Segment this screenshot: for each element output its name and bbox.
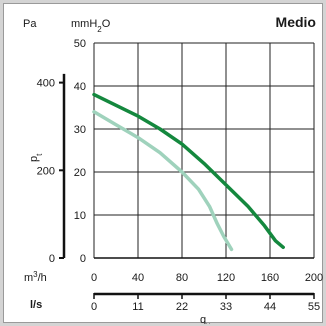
x-tick-label-ls: 11 xyxy=(132,301,143,313)
chart-title: Medio xyxy=(276,14,316,30)
chart-panel: 0 10 20 30 40 50 0 200 400 pt Pa mmH2O Medio m3/h 0 40 8… xyxy=(3,3,323,324)
y-tick-label-mmh2o: 30 xyxy=(74,124,86,136)
y-tick-label-mmh2o: 10 xyxy=(74,210,86,222)
series-line-upper xyxy=(92,92,285,250)
x-tick-label-m3h: 40 xyxy=(132,272,144,284)
unit-pa-label: Pa xyxy=(23,18,37,30)
x-tick-label-m3h: 120 xyxy=(217,272,235,284)
y-tick-label-mmh2o: 40 xyxy=(74,81,86,93)
x-axis-label: qv xyxy=(200,314,210,324)
y-tick-label-mmh2o: 50 xyxy=(74,38,86,50)
y-tick-label-mmh2o: 20 xyxy=(74,167,86,179)
x-tick-label-ls: 55 xyxy=(308,301,320,313)
x-tick-label-ls: 44 xyxy=(264,301,276,313)
x-tick-label-m3h: 0 xyxy=(91,272,97,284)
series-line-lower xyxy=(92,110,234,252)
x-tick-label-ls: 33 xyxy=(220,301,232,313)
unit-ls-label: l/s xyxy=(30,299,42,311)
x-tick-label-m3h: 200 xyxy=(305,272,323,284)
y-tick-label-pa: 400 xyxy=(37,78,55,90)
y-tick-label-mmh2o: 0 xyxy=(80,253,86,265)
unit-m3h-label: m3/h xyxy=(24,270,47,285)
y-tick-label-pa: 200 xyxy=(37,165,55,177)
y-tick-label-pa: 0 xyxy=(49,253,55,265)
x-tick-label-m3h: 160 xyxy=(261,272,279,284)
y-axis-label: pt xyxy=(28,153,44,162)
x-tick-label-ls: 22 xyxy=(176,301,188,313)
x-tick-label-m3h: 80 xyxy=(176,272,188,284)
x-tick-label-ls: 0 xyxy=(91,301,97,313)
unit-mmh2o-label: mmH2O xyxy=(71,18,111,34)
